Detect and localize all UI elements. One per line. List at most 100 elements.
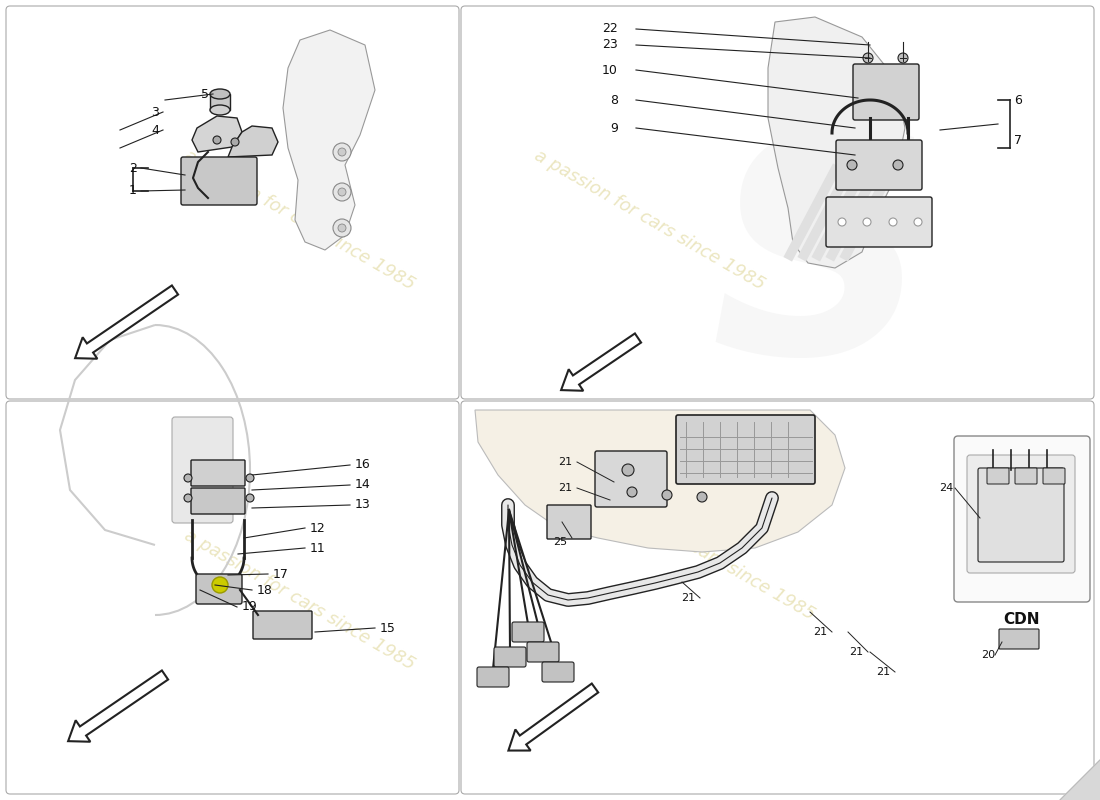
Circle shape bbox=[889, 218, 896, 226]
Polygon shape bbox=[475, 410, 845, 552]
Circle shape bbox=[333, 183, 351, 201]
Text: S: S bbox=[710, 122, 930, 418]
Text: 13: 13 bbox=[355, 498, 371, 511]
Circle shape bbox=[184, 474, 192, 482]
Text: 20: 20 bbox=[981, 650, 996, 660]
FancyBboxPatch shape bbox=[527, 642, 559, 662]
Text: 21: 21 bbox=[849, 647, 864, 657]
Polygon shape bbox=[192, 116, 242, 152]
Circle shape bbox=[246, 494, 254, 502]
Ellipse shape bbox=[210, 105, 230, 115]
FancyBboxPatch shape bbox=[6, 6, 459, 399]
FancyBboxPatch shape bbox=[494, 647, 526, 667]
Circle shape bbox=[898, 53, 907, 63]
Polygon shape bbox=[1060, 760, 1100, 800]
Text: a passion for cars since 1985: a passion for cars since 1985 bbox=[182, 526, 418, 674]
Text: 21: 21 bbox=[681, 593, 695, 603]
Circle shape bbox=[333, 219, 351, 237]
FancyBboxPatch shape bbox=[6, 401, 459, 794]
Text: 15: 15 bbox=[379, 622, 396, 634]
Text: 11: 11 bbox=[310, 542, 326, 554]
FancyBboxPatch shape bbox=[477, 667, 509, 687]
Text: 17: 17 bbox=[273, 567, 289, 581]
FancyBboxPatch shape bbox=[196, 574, 242, 604]
Text: 23: 23 bbox=[603, 38, 618, 51]
Circle shape bbox=[864, 218, 871, 226]
FancyArrow shape bbox=[68, 670, 168, 742]
Circle shape bbox=[838, 218, 846, 226]
Circle shape bbox=[914, 218, 922, 226]
Text: 2: 2 bbox=[129, 162, 138, 174]
Circle shape bbox=[338, 148, 346, 156]
Circle shape bbox=[662, 490, 672, 500]
FancyBboxPatch shape bbox=[987, 468, 1009, 484]
Text: 8: 8 bbox=[610, 94, 618, 106]
Circle shape bbox=[627, 487, 637, 497]
Polygon shape bbox=[228, 126, 278, 157]
Polygon shape bbox=[768, 17, 905, 268]
Text: a passion for cars since 1985: a passion for cars since 1985 bbox=[182, 146, 418, 294]
FancyBboxPatch shape bbox=[182, 157, 257, 205]
Text: 25: 25 bbox=[553, 537, 566, 547]
Text: 24: 24 bbox=[938, 483, 953, 493]
Circle shape bbox=[246, 474, 254, 482]
Text: a passion for cars since 1985: a passion for cars since 1985 bbox=[582, 476, 818, 624]
FancyBboxPatch shape bbox=[852, 64, 918, 120]
Circle shape bbox=[338, 224, 346, 232]
FancyBboxPatch shape bbox=[172, 417, 233, 523]
FancyBboxPatch shape bbox=[954, 436, 1090, 602]
FancyArrow shape bbox=[561, 334, 641, 390]
Polygon shape bbox=[283, 30, 375, 250]
Text: 6: 6 bbox=[1014, 94, 1022, 106]
FancyBboxPatch shape bbox=[836, 140, 922, 190]
Bar bbox=[210, 94, 230, 110]
Text: 3: 3 bbox=[151, 106, 160, 118]
FancyBboxPatch shape bbox=[967, 455, 1075, 573]
Circle shape bbox=[697, 492, 707, 502]
FancyBboxPatch shape bbox=[461, 6, 1094, 399]
Text: 14: 14 bbox=[355, 478, 371, 491]
FancyBboxPatch shape bbox=[191, 488, 245, 514]
FancyBboxPatch shape bbox=[595, 451, 667, 507]
Text: 18: 18 bbox=[257, 583, 273, 597]
FancyBboxPatch shape bbox=[978, 468, 1064, 562]
Text: 7: 7 bbox=[1014, 134, 1022, 146]
FancyArrow shape bbox=[75, 286, 178, 358]
Text: 22: 22 bbox=[603, 22, 618, 35]
Circle shape bbox=[864, 53, 873, 63]
FancyBboxPatch shape bbox=[542, 662, 574, 682]
FancyArrow shape bbox=[508, 683, 598, 750]
Text: 1: 1 bbox=[129, 185, 138, 198]
Circle shape bbox=[338, 188, 346, 196]
Text: 21: 21 bbox=[876, 667, 890, 677]
FancyBboxPatch shape bbox=[1015, 468, 1037, 484]
FancyBboxPatch shape bbox=[191, 460, 245, 486]
Circle shape bbox=[231, 138, 239, 146]
Circle shape bbox=[893, 160, 903, 170]
Text: 16: 16 bbox=[355, 458, 371, 471]
Circle shape bbox=[212, 577, 228, 593]
Text: 19: 19 bbox=[242, 601, 257, 614]
Text: 21: 21 bbox=[558, 457, 572, 467]
FancyBboxPatch shape bbox=[999, 629, 1040, 649]
Text: a passion for cars since 1985: a passion for cars since 1985 bbox=[531, 146, 769, 294]
Text: 4: 4 bbox=[151, 123, 160, 137]
FancyBboxPatch shape bbox=[512, 622, 544, 642]
Text: 21: 21 bbox=[558, 483, 572, 493]
Circle shape bbox=[333, 143, 351, 161]
Circle shape bbox=[621, 464, 634, 476]
Text: 9: 9 bbox=[610, 122, 618, 134]
Text: CDN: CDN bbox=[1003, 612, 1041, 627]
FancyBboxPatch shape bbox=[826, 197, 932, 247]
Circle shape bbox=[847, 160, 857, 170]
Text: 5: 5 bbox=[201, 87, 209, 101]
FancyBboxPatch shape bbox=[461, 401, 1094, 794]
Circle shape bbox=[184, 494, 192, 502]
Circle shape bbox=[213, 136, 221, 144]
FancyBboxPatch shape bbox=[676, 415, 815, 484]
Text: 10: 10 bbox=[602, 63, 618, 77]
FancyBboxPatch shape bbox=[253, 611, 312, 639]
Ellipse shape bbox=[210, 89, 230, 99]
FancyBboxPatch shape bbox=[1043, 468, 1065, 484]
Text: 21: 21 bbox=[813, 627, 827, 637]
